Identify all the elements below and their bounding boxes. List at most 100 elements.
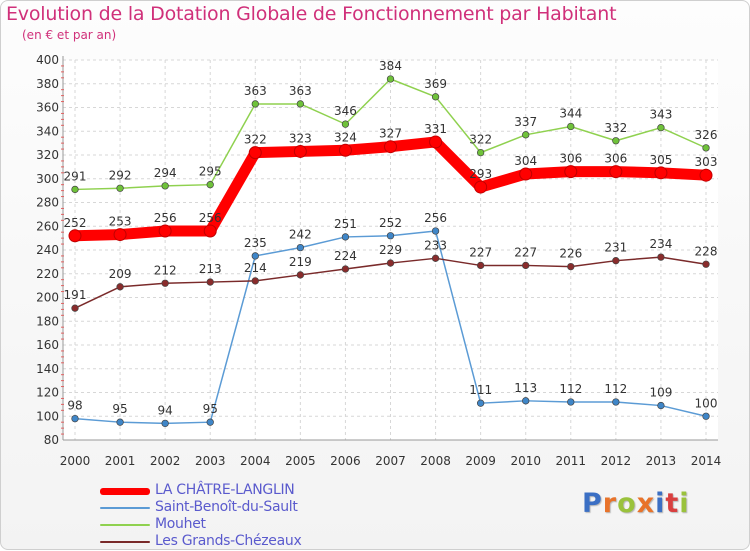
- x-tick-label: 2010: [510, 454, 541, 468]
- data-label: 214: [244, 261, 267, 275]
- legend-swatch: [100, 488, 150, 495]
- y-tick-label: 340: [36, 124, 59, 138]
- data-label: 295: [199, 165, 222, 179]
- data-point: [431, 227, 440, 235]
- x-tick-label: 2007: [375, 454, 406, 468]
- data-label: 94: [158, 403, 173, 417]
- data-label: 323: [289, 131, 312, 145]
- data-label: 209: [109, 267, 132, 281]
- data-label: 346: [334, 104, 357, 118]
- data-label: 322: [469, 133, 492, 147]
- x-tick-label: 2011: [556, 454, 587, 468]
- data-point: [612, 257, 620, 265]
- data-point: [296, 243, 305, 252]
- data-point: [429, 135, 443, 149]
- data-point: [251, 277, 259, 285]
- data-label: 256: [154, 211, 177, 225]
- data-point: [702, 144, 710, 152]
- data-point: [338, 143, 352, 157]
- data-point: [71, 304, 79, 312]
- data-point: [609, 165, 623, 179]
- logo-letter: P: [582, 488, 603, 519]
- data-label: 213: [199, 262, 222, 276]
- data-label: 231: [604, 241, 627, 255]
- data-label: 109: [649, 386, 672, 400]
- series-la-ch-tre-langlin: 252 253 256 256 322 323 324 327 331 293 304 306 306 3…: [64, 122, 717, 243]
- data-label: 331: [424, 122, 447, 136]
- data-point: [293, 144, 307, 158]
- chart-subtitle: (en € et par an): [22, 28, 117, 42]
- x-tick-label: 2013: [646, 454, 677, 468]
- data-label: 224: [334, 249, 357, 263]
- legend-swatch: [100, 541, 150, 543]
- data-point: [341, 265, 350, 273]
- x-tick-label: 2014: [691, 454, 722, 468]
- y-tick-label: 180: [36, 314, 59, 328]
- data-point: [206, 181, 214, 189]
- data-label: 112: [604, 382, 627, 396]
- data-point: [476, 261, 485, 270]
- data-label: 227: [514, 245, 537, 259]
- data-label: 251: [334, 217, 357, 231]
- data-label: 322: [244, 133, 267, 147]
- y-tick-label: 360: [36, 101, 59, 115]
- data-label: 253: [109, 215, 132, 229]
- x-tick-label: 2009: [465, 454, 496, 468]
- data-point: [161, 182, 169, 190]
- data-label: 324: [334, 130, 357, 144]
- data-point: [161, 279, 169, 287]
- data-point: [158, 224, 172, 238]
- data-point: [296, 271, 305, 279]
- series-mouhet: 291 292 294 295 363 363 346 384 369 322 337 344 332 3…: [64, 59, 718, 194]
- data-label: 343: [649, 108, 672, 122]
- y-tick-label: 400: [36, 53, 59, 67]
- x-tick-label: 2001: [105, 454, 136, 468]
- data-label: 234: [649, 237, 672, 251]
- data-point: [567, 262, 575, 271]
- data-point: [702, 412, 710, 420]
- data-point: [251, 100, 259, 108]
- data-point: [657, 253, 665, 261]
- data-label: 256: [199, 211, 222, 225]
- legend-swatch: [100, 524, 150, 526]
- data-label: 332: [604, 121, 627, 135]
- logo-letter: r: [602, 488, 618, 519]
- data-label: 95: [203, 402, 218, 416]
- series-saint-beno-t-du-sault: 98 95 94 95 235 242 251 252 256 111 113 112 112 109 10…: [67, 211, 717, 428]
- data-point: [476, 148, 485, 157]
- data-label: 252: [379, 216, 402, 230]
- x-tick-label: 2003: [195, 454, 226, 468]
- logo-letter: i: [655, 488, 666, 519]
- data-point: [474, 180, 488, 194]
- y-tick-label: 80: [44, 433, 59, 447]
- data-point: [71, 414, 79, 423]
- data-point: [116, 184, 124, 192]
- data-point: [384, 140, 397, 154]
- data-label: 327: [379, 127, 402, 141]
- x-tick-label: 2002: [150, 454, 181, 468]
- data-point: [386, 75, 395, 83]
- data-point: [522, 261, 530, 270]
- data-label: 242: [289, 228, 312, 242]
- data-point: [702, 260, 710, 268]
- data-label: 305: [649, 153, 672, 167]
- data-label: 363: [244, 84, 267, 98]
- data-point: [519, 167, 533, 181]
- data-point: [203, 224, 217, 238]
- data-point: [657, 401, 665, 410]
- data-point: [612, 398, 620, 406]
- data-point: [341, 120, 350, 128]
- legend-label: Saint-Benoît-du-Sault: [155, 499, 298, 515]
- logo-letter: x: [636, 488, 656, 519]
- data-label: 235: [244, 236, 267, 250]
- data-label: 306: [559, 152, 582, 166]
- data-label: 326: [695, 128, 718, 142]
- data-point: [657, 124, 665, 132]
- proxiti-logo: Proxiti: [582, 488, 690, 519]
- legend-label: Mouhet: [155, 516, 206, 532]
- data-point: [522, 131, 530, 139]
- y-tick-label: 240: [36, 243, 59, 257]
- data-label: 337: [514, 115, 537, 129]
- data-label: 363: [289, 84, 312, 98]
- data-label: 112: [559, 382, 582, 396]
